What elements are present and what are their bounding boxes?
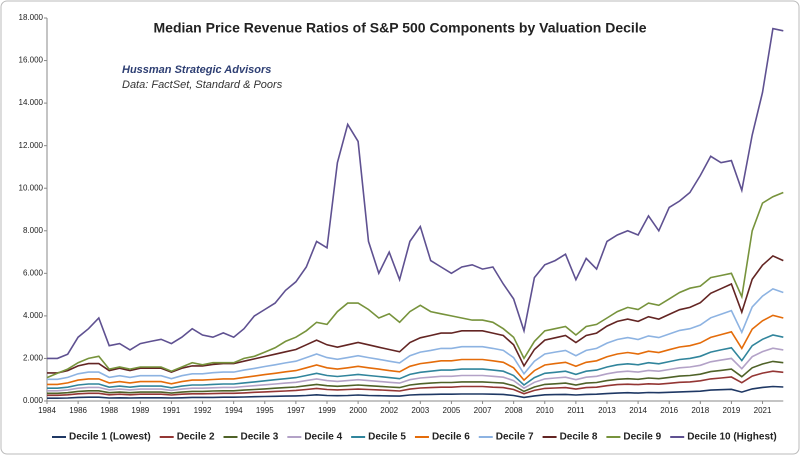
y-tick-label: 4.000 (23, 311, 44, 320)
legend-label: Decile 2 (177, 432, 215, 443)
series-line (47, 347, 784, 392)
chart-title: Median Price Revenue Ratios of S&P 500 C… (154, 20, 647, 36)
x-tick-label: 2010 (536, 406, 554, 415)
series-line (47, 27, 784, 360)
x-tick-label: 1984 (38, 406, 56, 415)
y-tick-label: 0.000 (23, 396, 44, 405)
x-tick-label: 1988 (100, 406, 118, 415)
x-tick-label: 2016 (660, 406, 678, 415)
x-tick-label: 1989 (131, 406, 149, 415)
annotation: Data: FactSet, Standard & Poors (122, 79, 283, 91)
x-tick-label: 2002 (380, 406, 398, 415)
x-tick-label: 2021 (754, 406, 772, 415)
y-tick-label: 18.000 (19, 13, 44, 22)
series-line (47, 360, 784, 395)
x-tick-label: 2008 (505, 406, 523, 415)
x-tick-label: 1992 (194, 406, 212, 415)
y-tick-label: 16.000 (19, 56, 44, 65)
legend-label: Decile 1 (Lowest) (69, 432, 151, 443)
legend-label: Decile 9 (623, 432, 661, 443)
x-tick-label: 2005 (443, 406, 461, 415)
series-line (47, 385, 784, 399)
x-tick-label: 2007 (474, 406, 492, 415)
y-tick-label: 14.000 (19, 98, 44, 107)
x-tick-label: 1995 (256, 406, 274, 415)
x-tick-label: 1991 (163, 406, 181, 415)
legend-label: Decile 4 (304, 432, 342, 443)
x-tick-label: 1997 (287, 406, 305, 415)
y-tick-label: 8.000 (23, 226, 44, 235)
x-tick-label: 2013 (598, 406, 616, 415)
series-line (46, 191, 784, 379)
x-tick-label: 2019 (723, 406, 741, 415)
legend-label: Decile 5 (368, 432, 406, 443)
y-tick-label: 6.000 (23, 268, 44, 277)
x-tick-label: 1994 (225, 406, 243, 415)
x-tick-label: 2011 (567, 406, 585, 415)
series-line (47, 370, 784, 397)
x-tick-label: 1999 (318, 406, 336, 415)
legend-label: Decile 7 (496, 432, 534, 443)
legend-label: Decile 10 (Highest) (687, 432, 776, 443)
x-tick-label: 2000 (349, 406, 367, 415)
y-tick-label: 12.000 (19, 141, 44, 150)
legend-label: Decile 6 (432, 432, 470, 443)
series-line (47, 288, 784, 381)
series-line (47, 334, 784, 389)
legend-label: Decile 8 (560, 432, 598, 443)
y-tick-label: 2.000 (23, 354, 44, 363)
x-tick-label: 2014 (629, 406, 647, 415)
legend-label: Decile 3 (241, 432, 279, 443)
x-tick-label: 2018 (691, 406, 709, 415)
series-line (47, 254, 784, 374)
x-tick-label: 1986 (69, 406, 87, 415)
y-tick-label: 10.000 (19, 183, 44, 192)
series-line (47, 314, 784, 386)
annotation: Hussman Strategic Advisors (122, 64, 271, 76)
x-tick-label: 2003 (411, 406, 429, 415)
